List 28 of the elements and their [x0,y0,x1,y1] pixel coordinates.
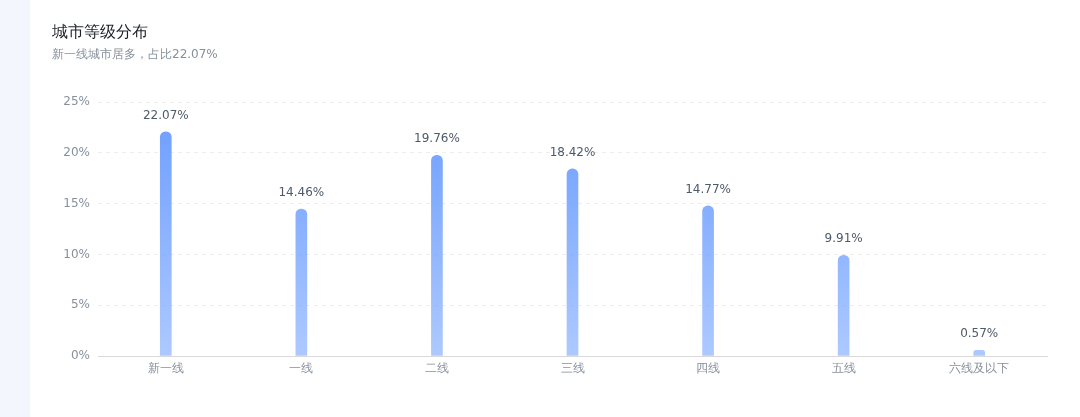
bar [159,131,172,356]
chart-title: 城市等级分布 [52,22,148,43]
x-tick-label: 一线 [289,361,314,376]
bar [295,208,308,356]
bar [702,205,714,356]
y-tick-label: 10% [63,246,90,261]
y-tick-label: 25% [63,94,90,109]
x-tick-label: 二线 [424,361,449,376]
data-label: 19.76% [414,131,460,146]
y-tick-label: 0% [70,348,90,363]
x-tick-label: 四线 [696,361,721,376]
data-label: 14.46% [278,185,325,200]
x-tick-label: 三线 [560,361,585,376]
x-tick-label: 五线 [831,361,856,376]
chart-subtitle: 新一线城市居多，占比22.07% [52,46,218,63]
bar [837,254,850,356]
x-tick-label: 六线及以下 [949,361,1010,376]
data-label: 22.07% [142,107,189,122]
y-tick-label: 15% [63,195,90,210]
y-tick-label: 20% [63,144,90,159]
y-tick-label: 5% [70,297,90,312]
data-label: 0.57% [960,326,999,341]
bar [566,168,579,356]
data-label: 14.77% [685,182,731,197]
data-label: 9.91% [824,231,863,246]
data-label: 18.42% [549,144,596,159]
bar [431,154,443,356]
x-tick-label: 新一线 [147,361,184,376]
